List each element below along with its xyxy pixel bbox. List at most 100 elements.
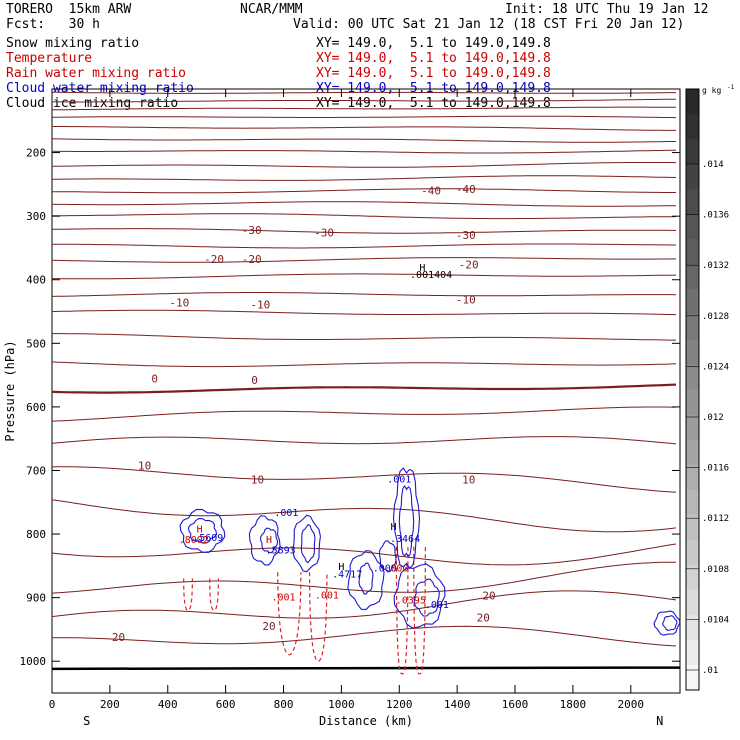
rain-plume	[277, 572, 302, 656]
contour-annotation: .000	[384, 564, 408, 575]
colorbar-segment	[686, 364, 699, 390]
colorbar-segment	[686, 114, 699, 140]
cloud-water-contour	[347, 550, 385, 611]
isotherm-line	[51, 383, 677, 394]
contour-annotation: .000	[373, 564, 397, 575]
contour-annotation: .001	[425, 600, 449, 611]
isotherm-label: -10	[456, 293, 476, 306]
cloud-water-contour	[179, 508, 226, 553]
field-name-snow: Snow mixing ratio	[6, 36, 140, 51]
x-tick-label: 2000	[618, 698, 645, 711]
field-xy-temperature: XY= 149.0, 5.1 to 149.0,149.8	[316, 51, 551, 66]
colorbar-segment	[686, 239, 699, 265]
cloud-water-contour	[292, 514, 321, 573]
colorbar-segment	[686, 389, 699, 416]
isotherm-line	[51, 543, 677, 566]
isotherm-line	[52, 188, 676, 194]
x-tick-label: 200	[100, 698, 120, 711]
center-title: NCAR/MMM	[240, 2, 303, 17]
x-end-label-north: N	[656, 714, 663, 728]
cloud-water-contour	[662, 615, 678, 631]
x-tick-label: 400	[158, 698, 178, 711]
isotherm-label: 20	[112, 631, 125, 644]
isotherm-line	[51, 561, 676, 594]
isotherm-line	[51, 257, 677, 263]
isotherm-label: 10	[138, 459, 151, 472]
x-tick-label: 1000	[328, 698, 355, 711]
cloud-water-contour	[398, 484, 415, 558]
isotherm-line	[51, 466, 677, 493]
isotherm-line	[52, 98, 677, 103]
isotherm-label: -20	[242, 253, 262, 266]
cloud-water-contour	[358, 562, 374, 595]
isotherm-label: 10	[462, 473, 475, 486]
init-time: Init: 18 UTC Thu 19 Jan 12	[505, 2, 709, 17]
cloud-water-contour	[393, 563, 446, 629]
y-tick-label: 300	[26, 210, 46, 223]
field-name-temperature: Temperature	[6, 51, 93, 66]
isotherm-label: 10	[251, 473, 264, 486]
isotherm-label: 20	[477, 611, 490, 624]
cloud-water-contour	[392, 467, 421, 570]
field-xy-snow: XY= 149.0, 5.1 to 149.0,149.8	[316, 36, 551, 51]
isotherm-label: 0	[151, 372, 158, 385]
colorbar-tick-label: .014	[702, 160, 724, 170]
contour-annotation: .3464	[390, 534, 420, 545]
x-tick-label: 0	[49, 698, 56, 711]
contour-annotation: .5609	[193, 533, 223, 544]
isotherm-label: -10	[250, 299, 270, 312]
contour-annotation: H	[338, 562, 344, 573]
isotherm-line	[51, 499, 677, 533]
isotherm-line	[51, 590, 677, 619]
colorbar-frame	[685, 88, 700, 691]
isotherm-line	[51, 162, 677, 168]
rain-plume	[209, 578, 220, 611]
isotherm-label: 20	[482, 590, 495, 603]
cloud-water-contour	[187, 518, 218, 544]
isotherm-line	[52, 625, 677, 647]
colorbar-segment	[686, 464, 699, 491]
forecast-hour: Fcst: 30 h	[6, 17, 100, 32]
y-tick-label: 400	[26, 274, 46, 287]
y-tick-label: 1000	[20, 655, 47, 668]
colorbar-segment	[686, 539, 699, 566]
contour-annotation: .001	[387, 475, 411, 486]
colorbar-segment	[686, 139, 699, 165]
colorbar-segment	[686, 614, 699, 641]
x-tick-label: 1400	[444, 698, 471, 711]
colorbar-segment	[686, 314, 699, 340]
contour-annotation: .001404	[410, 270, 452, 281]
field-xy-rain: XY= 149.0, 5.1 to 149.0,149.8	[316, 66, 551, 81]
x-tick-label: 1200	[386, 698, 413, 711]
contour-annotation: .4717	[332, 569, 362, 580]
isotherm-line	[52, 228, 676, 234]
colorbar-segment	[686, 439, 699, 466]
x-tick-label: 600	[216, 698, 236, 711]
isotherm-line	[51, 175, 677, 181]
contour-annotation: H	[390, 522, 396, 533]
rain-plume	[395, 546, 409, 675]
colorbar-segment	[686, 339, 699, 365]
isotherm-label: 0	[251, 374, 258, 387]
isotherm-label: -20	[204, 253, 224, 266]
isotherm-line	[51, 106, 677, 111]
isotherm-label: -40	[456, 183, 476, 196]
isotherm-label: -10	[169, 297, 189, 310]
isotherm-line	[51, 436, 677, 445]
y-tick-label: 200	[26, 147, 46, 160]
isotherm-line	[51, 406, 676, 422]
rain-plume	[413, 546, 426, 675]
model-title: TORERO 15km ARW	[6, 2, 132, 17]
contour-annotation: H	[266, 535, 272, 546]
isotherm-line	[51, 361, 677, 368]
y-tick-label: 600	[26, 401, 46, 414]
contour-annotation: .5893	[266, 545, 296, 556]
x-axis-label: Distance (km)	[319, 714, 413, 728]
cloud-water-contour	[260, 527, 278, 554]
y-tick-label: 500	[26, 337, 46, 350]
colorbar-segment	[686, 589, 699, 616]
contour-annotation: .001	[274, 508, 298, 519]
colorbar-tick-label: .0124	[702, 362, 729, 372]
colorbar-tick-label: .0128	[702, 312, 729, 322]
isotherm-line	[51, 149, 677, 154]
